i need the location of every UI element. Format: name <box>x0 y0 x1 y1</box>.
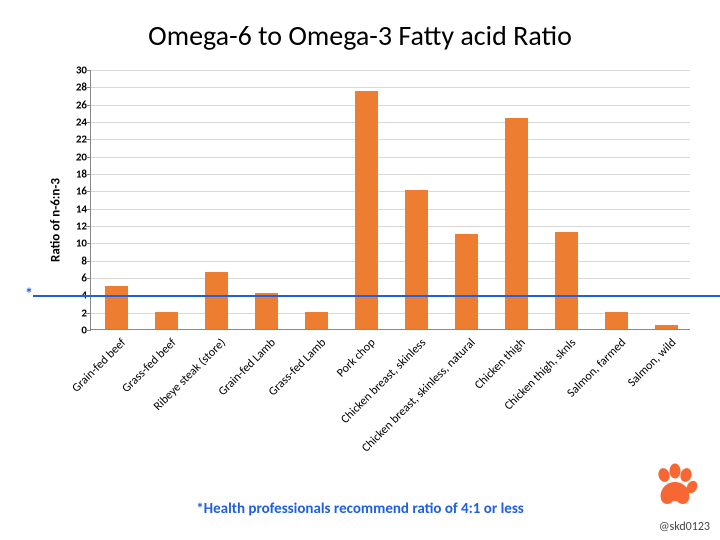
bar <box>505 118 528 329</box>
plot-region: 024681012141618202224262830* <box>90 70 690 330</box>
grid-line <box>91 226 690 227</box>
grid-line <box>91 157 690 158</box>
y-tick-mark <box>86 261 91 262</box>
bar <box>355 91 378 329</box>
grid-line <box>91 191 690 192</box>
reference-marker: * <box>25 285 33 304</box>
grid-line <box>91 261 690 262</box>
y-tick-mark <box>86 70 91 71</box>
y-tick-mark <box>86 174 91 175</box>
y-tick-mark <box>86 243 91 244</box>
chart-title: Omega-6 to Omega-3 Fatty acid Ratio <box>0 0 720 63</box>
attribution-text: @skd0123 <box>659 520 710 534</box>
bar <box>405 190 428 329</box>
bar <box>555 232 578 329</box>
bar <box>305 312 328 329</box>
bar <box>255 293 278 329</box>
x-labels: Grain-fed beefGrass-fed beefRibeye steak… <box>90 332 690 482</box>
grid-line <box>91 105 690 106</box>
y-tick-mark <box>86 278 91 279</box>
grid-line <box>91 139 690 140</box>
grid-line <box>91 70 690 71</box>
bars-layer <box>91 70 690 329</box>
y-tick-mark <box>86 191 91 192</box>
footnote-text: *Health professionals recommend ratio of… <box>0 500 720 518</box>
y-axis-label: Ratio of n-6:n-3 <box>48 178 63 262</box>
grid-line <box>91 209 690 210</box>
bar <box>205 272 228 329</box>
y-tick-mark <box>86 122 91 123</box>
bar <box>655 325 678 329</box>
x-tick-label: Salmon, wild <box>625 336 679 390</box>
bar <box>605 312 628 329</box>
grid-line <box>91 313 690 314</box>
x-tick-label: Pork chop <box>335 336 379 380</box>
y-tick-mark <box>86 313 91 314</box>
grid-line <box>91 122 690 123</box>
chart-area: Ratio of n-6:n-3 02468101214161820222426… <box>32 70 692 370</box>
grid-line <box>91 243 690 244</box>
y-tick-mark <box>86 139 91 140</box>
x-tick-label: Chicken breast, skinless <box>338 336 429 427</box>
y-tick-mark <box>86 226 91 227</box>
grid-line <box>91 87 690 88</box>
y-tick-mark <box>86 330 91 331</box>
reference-line <box>33 295 720 297</box>
paw-icon <box>650 462 700 512</box>
bar <box>105 286 128 329</box>
bar <box>455 234 478 329</box>
grid-line <box>91 278 690 279</box>
y-tick-mark <box>86 157 91 158</box>
grid-line <box>91 174 690 175</box>
bar <box>155 312 178 329</box>
y-tick-mark <box>86 209 91 210</box>
y-tick-mark <box>86 105 91 106</box>
y-tick-mark <box>86 87 91 88</box>
